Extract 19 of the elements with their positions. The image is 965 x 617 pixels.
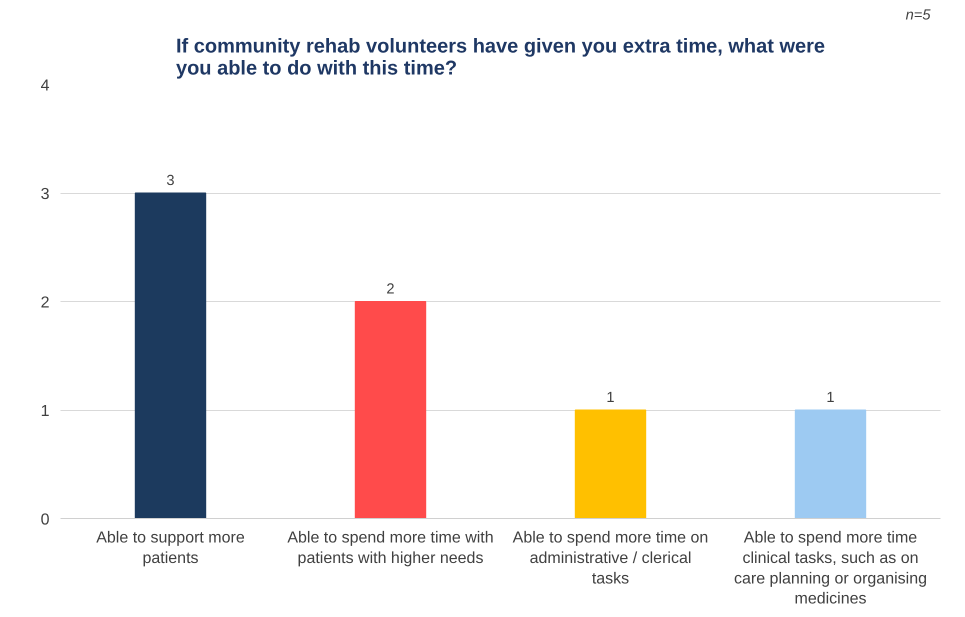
y-tick-label: 0: [40, 512, 50, 528]
y-tick-label: 2: [40, 294, 50, 312]
data-label: 1: [606, 390, 615, 406]
bar: [134, 192, 206, 518]
x-tick-label: Able to spend more time with patients with higher needs: [287, 530, 494, 567]
bar: [794, 410, 866, 518]
bar: [574, 410, 646, 518]
y-tick-label: 1: [40, 403, 50, 420]
y-tick-label: 4: [40, 78, 50, 94]
x-tick-label: Able to support more patients: [96, 530, 245, 567]
text: n=5: [906, 8, 932, 24]
data-label: 3: [166, 173, 175, 189]
data-label: 1: [826, 390, 835, 406]
x-tick-label: Able to spend more time on administrative / clerical tasks: [512, 530, 708, 588]
y-tick-label: 3: [40, 186, 50, 203]
data-label: 2: [386, 282, 395, 298]
x-tick-label: Able to spend more time clinical tasks, such as on care planning or organising medicines: [734, 530, 928, 608]
bar: [354, 301, 426, 518]
chart-title: If community rehab volunteers have given you extra time, what were you able to do with this time?: [176, 36, 826, 80]
